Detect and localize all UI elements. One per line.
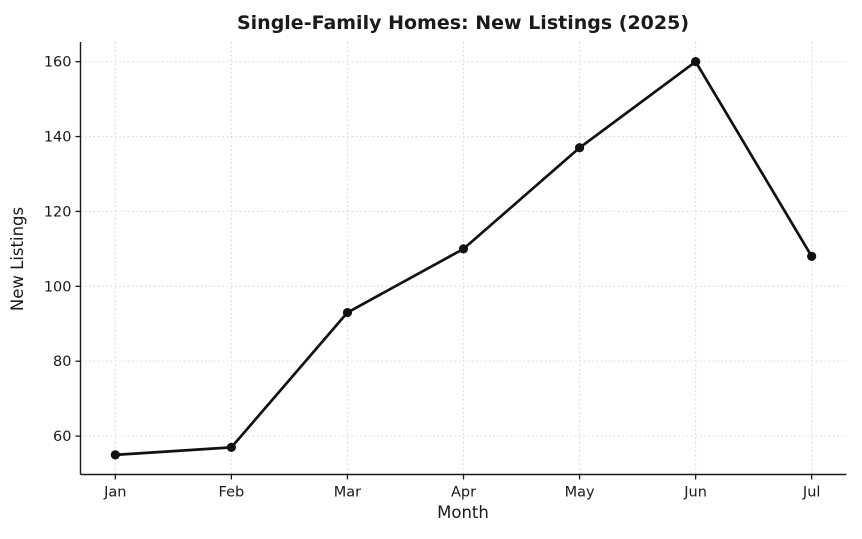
gridlines xyxy=(80,42,847,475)
y-tick-label: 100 xyxy=(44,279,72,295)
y-tick-label: 160 xyxy=(44,55,72,71)
data-point-may xyxy=(574,143,585,153)
y-tick-label: 120 xyxy=(44,204,72,220)
x-tick-label: Jul xyxy=(802,485,821,501)
data-series xyxy=(110,57,817,460)
x-tick-label: Jan xyxy=(103,485,126,501)
x-tick-label: Jun xyxy=(683,485,707,501)
data-point-jan xyxy=(110,450,120,460)
y-tick-label: 80 xyxy=(53,354,71,370)
x-axis-label: Month xyxy=(437,503,489,522)
chart-title: Single-Family Homes: New Listings (2025) xyxy=(237,12,689,34)
data-point-jul xyxy=(807,251,817,261)
x-tick-label: May xyxy=(565,485,595,501)
data-point-feb xyxy=(226,442,236,452)
data-point-jun xyxy=(691,57,701,67)
x-tick-label: Apr xyxy=(451,485,476,501)
data-point-apr xyxy=(458,244,469,254)
data-point-mar xyxy=(342,307,353,318)
x-tick-label: Mar xyxy=(334,485,361,501)
x-tick-label: Feb xyxy=(219,485,245,501)
y-tick-label: 60 xyxy=(53,429,71,445)
axes: 60 80 100 120 140 160 Jan Feb Mar Apr May Jun Jul xyxy=(44,42,847,501)
y-tick-label: 140 xyxy=(44,130,72,146)
y-axis-label: New Listings xyxy=(8,207,27,311)
